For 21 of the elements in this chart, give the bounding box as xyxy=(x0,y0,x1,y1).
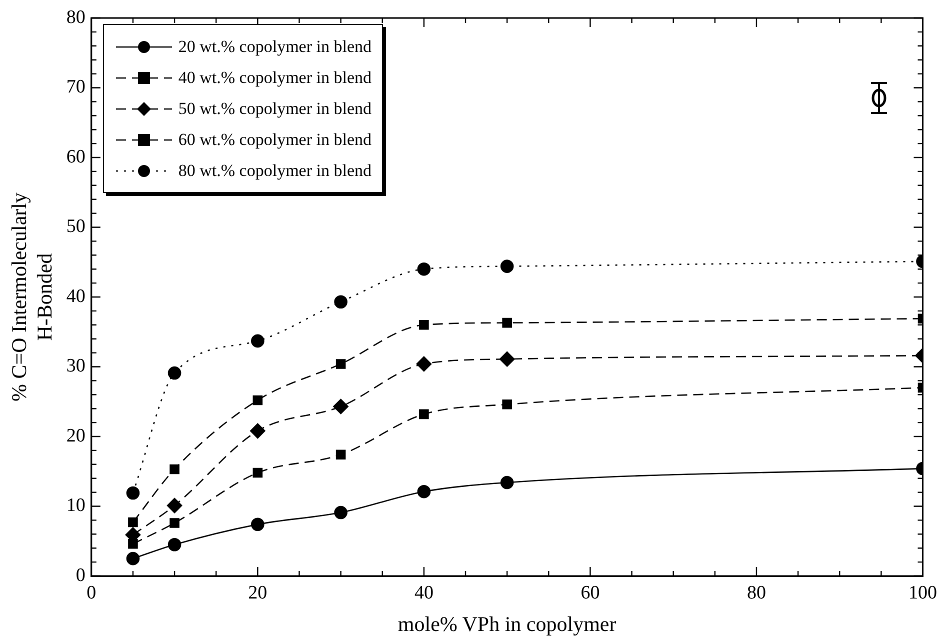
x-tick-label: 20 xyxy=(248,582,268,604)
x-axis-title: mole% VPh in copolymer xyxy=(398,612,616,636)
y-tick-label: 20 xyxy=(66,425,86,446)
y-tick-label: 30 xyxy=(66,356,86,377)
legend-label: 50 wt.% copolymer in blend xyxy=(178,98,372,120)
y-tick-label: 10 xyxy=(66,495,86,516)
y-tick-label: 70 xyxy=(66,76,86,98)
y-tick-label: 60 xyxy=(66,146,86,168)
legend-label: 40 wt.% copolymer in blend xyxy=(178,67,372,89)
legend-label: 20 wt.% copolymer in blend xyxy=(178,36,372,58)
x-tick-label: 60 xyxy=(580,582,600,604)
y-tick-label: 50 xyxy=(66,216,86,238)
y-axis-title: % C=O Intermolecularly H-Bonded xyxy=(7,192,56,402)
y-tick-label: 80 xyxy=(66,6,86,28)
x-tick-label: 100 xyxy=(908,582,937,604)
y-tick-label: 40 xyxy=(66,286,86,307)
legend-label: 80 wt.% copolymer in blend xyxy=(178,160,372,182)
y-tick-label: 0 xyxy=(76,564,86,586)
x-tick-label: 40 xyxy=(414,582,434,604)
legend-label: 60 wt.% copolymer in blend xyxy=(178,129,372,151)
x-tick-label: 80 xyxy=(746,582,766,604)
